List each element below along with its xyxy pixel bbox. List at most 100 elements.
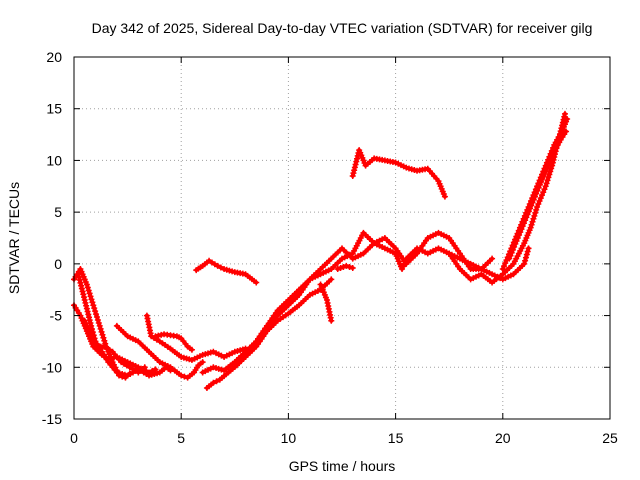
data-point (94, 317, 101, 324)
data-point (521, 260, 528, 267)
data-point (545, 174, 552, 181)
data-point (502, 260, 509, 267)
data-point (90, 302, 97, 309)
x-tick-label: 5 (177, 430, 185, 446)
data-point (214, 262, 221, 269)
data-point (546, 171, 553, 178)
x-tick-label: 20 (495, 430, 511, 446)
data-point (522, 254, 529, 261)
data-point (561, 110, 568, 117)
data-point (210, 379, 217, 386)
data-point (528, 221, 535, 228)
data-point (340, 263, 347, 270)
data-point (514, 235, 521, 241)
data-point (543, 180, 550, 187)
y-tick-label: 10 (46, 152, 62, 168)
data-point (101, 337, 108, 344)
data-point (178, 372, 185, 379)
data-point (84, 284, 91, 291)
data-point (86, 290, 93, 297)
data-point (546, 158, 553, 165)
data-point (540, 189, 547, 196)
data-point (149, 367, 156, 374)
data-point (100, 334, 107, 341)
data-point (524, 211, 531, 218)
y-tick-label: -10 (42, 359, 62, 375)
data-point (519, 223, 526, 230)
x-tick-label: 25 (602, 430, 618, 446)
data-point (499, 266, 506, 273)
data-point (539, 175, 546, 182)
data-point (536, 181, 543, 188)
data-point (508, 249, 515, 256)
data-point (513, 237, 520, 244)
data-point (343, 262, 350, 269)
data-point (537, 195, 544, 202)
data-point (213, 378, 220, 385)
data-point (529, 199, 536, 206)
data-point (93, 311, 100, 318)
data-point (96, 322, 103, 329)
data-point (92, 308, 99, 315)
series-track-13 (193, 257, 260, 286)
data-point (199, 359, 206, 366)
data-point (349, 264, 356, 271)
data-point (93, 314, 100, 321)
data-point (533, 190, 540, 197)
grid (74, 57, 610, 419)
data-point (181, 373, 188, 380)
series-track-12 (334, 262, 356, 273)
data-point (525, 208, 532, 215)
series-track-9 (199, 240, 496, 376)
x-tick-label: 10 (281, 430, 297, 446)
data-point (535, 201, 542, 208)
data-point (536, 198, 543, 205)
y-tick-label: 20 (46, 49, 62, 65)
data-point (545, 161, 552, 168)
data-point (544, 164, 551, 171)
data-point (509, 246, 516, 253)
chart-title: Day 342 of 2025, Sidereal Day-to-day VTE… (92, 20, 593, 36)
y-tick-label: 5 (54, 204, 62, 220)
series-track-5 (113, 322, 206, 381)
series-line (254, 230, 531, 344)
data-point (523, 251, 530, 258)
series-track-10 (253, 229, 532, 345)
data-point (98, 328, 105, 335)
plot-border (73, 56, 611, 420)
data-layer (71, 110, 571, 391)
data-point (540, 172, 547, 179)
data-point (99, 331, 106, 338)
data-point (530, 215, 537, 222)
series-track-17 (506, 128, 570, 262)
data-point (89, 299, 96, 306)
y-axis-label: SDTVAR / TECUs (6, 182, 22, 294)
data-point (97, 325, 104, 332)
data-point (88, 296, 95, 303)
data-point (527, 224, 534, 231)
data-point (523, 214, 530, 221)
series-track-7 (152, 331, 195, 353)
data-point (530, 196, 537, 203)
data-point (141, 364, 148, 371)
data-point (542, 183, 549, 190)
data-point (524, 248, 531, 255)
data-point (506, 255, 513, 262)
series-track-4 (81, 317, 148, 376)
data-point (563, 128, 570, 135)
data-point (489, 255, 496, 262)
y-tick-label: 0 (54, 256, 62, 272)
data-point (564, 116, 571, 123)
data-point (532, 209, 539, 216)
data-point (83, 281, 90, 288)
data-point (217, 264, 224, 271)
data-point (501, 263, 508, 270)
data-point (95, 319, 102, 326)
data-point (533, 206, 540, 213)
data-point (328, 276, 335, 283)
data-point (535, 184, 542, 191)
x-axis-label: GPS time / hours (289, 458, 396, 474)
data-point (542, 167, 549, 174)
series-track-6 (143, 312, 249, 364)
